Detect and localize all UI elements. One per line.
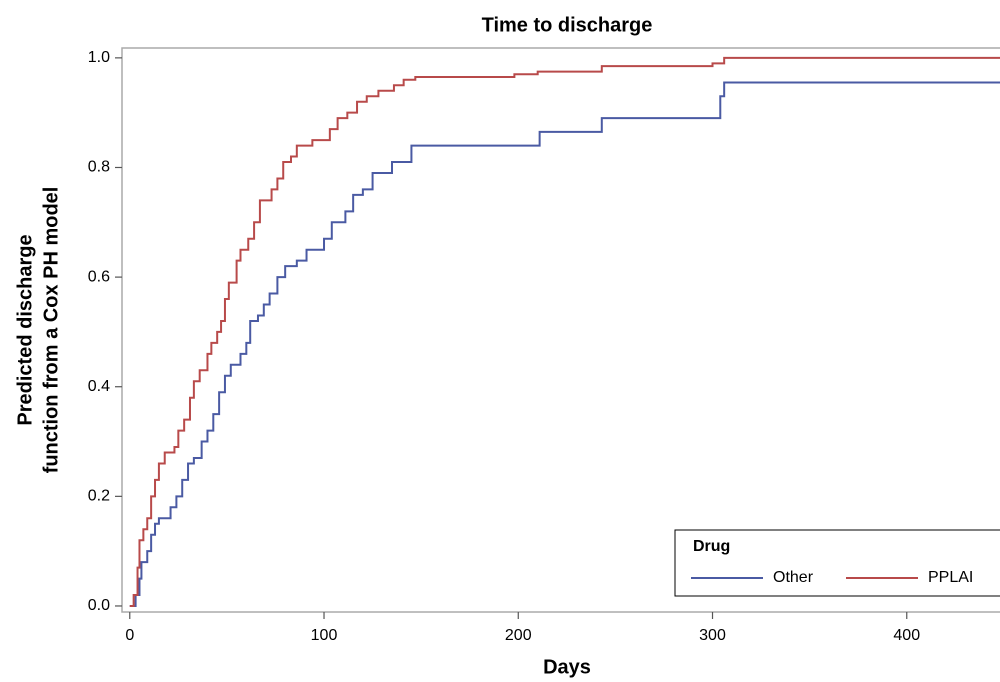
y-axis-label: Predicted discharge xyxy=(14,234,36,425)
y-tick-label: 1.0 xyxy=(88,49,110,66)
x-tick-label: 200 xyxy=(505,627,532,644)
y-tick-label: 0.6 xyxy=(88,268,110,285)
plot-frame xyxy=(121,47,1000,613)
y-tick-label: 0.8 xyxy=(88,159,110,176)
step-line xyxy=(129,81,1000,607)
legend-label: PPLAI xyxy=(928,569,973,586)
legend-box xyxy=(674,529,1000,597)
x-axis-label: Days xyxy=(543,656,591,678)
x-tick-label: 400 xyxy=(893,627,920,644)
y-tick-label: 0.4 xyxy=(88,378,110,395)
x-tick-label: 300 xyxy=(699,627,726,644)
step-line xyxy=(129,56,1000,607)
y-axis-label: function from a Cox PH model xyxy=(40,187,62,474)
x-tick-label: 100 xyxy=(311,627,338,644)
y-tick-label: 0.0 xyxy=(88,597,110,614)
y-tick-label: 0.2 xyxy=(88,488,110,505)
chart-title: Time to discharge xyxy=(482,14,653,36)
x-tick-label: 0 xyxy=(125,627,134,644)
legend-title: Drug xyxy=(693,538,730,555)
legend-label: Other xyxy=(773,569,814,586)
